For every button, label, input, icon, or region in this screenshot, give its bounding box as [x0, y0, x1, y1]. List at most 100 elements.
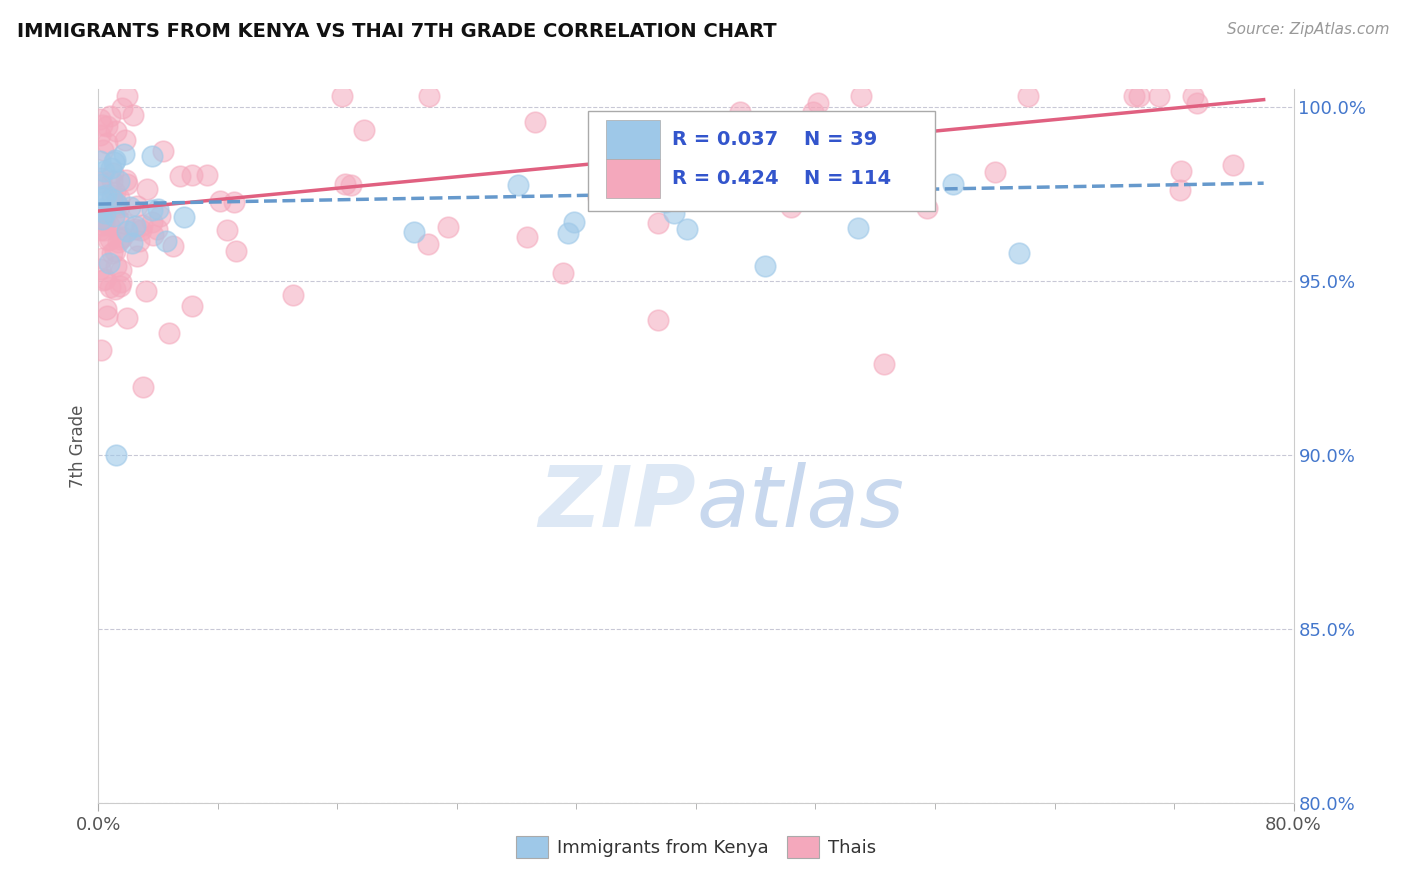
Point	[124, 219, 146, 233]
Point	[90, 170, 112, 185]
Point	[676, 221, 699, 235]
Point	[93, 163, 115, 178]
Point	[664, 206, 686, 220]
Point	[281, 287, 304, 301]
Point	[141, 148, 163, 162]
Point	[152, 144, 174, 158]
Point	[1170, 164, 1192, 178]
Point	[1185, 96, 1208, 111]
Point	[121, 235, 143, 250]
Point	[101, 245, 124, 260]
Point	[155, 234, 177, 248]
FancyBboxPatch shape	[606, 159, 661, 198]
Point	[516, 230, 538, 244]
Point	[122, 108, 145, 122]
Point	[103, 209, 125, 223]
Point	[136, 182, 159, 196]
Point	[90, 175, 112, 189]
Point	[856, 151, 879, 165]
Point	[416, 236, 439, 251]
Point	[103, 244, 125, 259]
Point	[807, 95, 830, 110]
Point	[754, 259, 776, 273]
Point	[141, 203, 163, 218]
Point	[107, 200, 129, 214]
Point	[101, 192, 124, 206]
Point	[330, 89, 353, 103]
Text: N = 39: N = 39	[804, 129, 877, 149]
Point	[1008, 246, 1031, 260]
Point	[162, 239, 184, 253]
Point	[89, 202, 111, 217]
Point	[108, 174, 131, 188]
Point	[89, 211, 111, 225]
Point	[142, 227, 165, 242]
Point	[104, 448, 127, 462]
Text: Source: ZipAtlas.com: Source: ZipAtlas.com	[1226, 22, 1389, 37]
Point	[728, 104, 751, 119]
Text: ZIP: ZIP	[538, 461, 696, 545]
Point	[96, 309, 118, 323]
Point	[132, 380, 155, 394]
Point	[131, 223, 153, 237]
Point	[94, 271, 117, 285]
Point	[100, 161, 122, 175]
Point	[524, 115, 547, 129]
Point	[157, 326, 180, 340]
Point	[104, 124, 127, 138]
Point	[1181, 89, 1204, 103]
Point	[436, 219, 458, 234]
Point	[94, 206, 117, 220]
Point	[942, 177, 965, 191]
Point	[89, 261, 111, 276]
Point	[353, 123, 375, 137]
Point	[98, 255, 121, 269]
Point	[125, 249, 148, 263]
Point	[842, 162, 865, 177]
Point	[418, 89, 440, 103]
Point	[111, 101, 134, 115]
Point	[115, 224, 138, 238]
Point	[180, 168, 202, 182]
Point	[108, 191, 131, 205]
Text: IMMIGRANTS FROM KENYA VS THAI 7TH GRADE CORRELATION CHART: IMMIGRANTS FROM KENYA VS THAI 7TH GRADE …	[17, 22, 776, 41]
Point	[89, 112, 111, 127]
Point	[551, 266, 574, 280]
Point	[654, 194, 676, 209]
Point	[107, 235, 129, 250]
Text: N = 114: N = 114	[804, 169, 890, 188]
Point	[91, 272, 114, 286]
Point	[801, 104, 824, 119]
Point	[778, 119, 800, 133]
Legend: Immigrants from Kenya, Thais: Immigrants from Kenya, Thais	[509, 829, 883, 865]
Point	[89, 209, 111, 223]
Point	[89, 190, 111, 204]
Point	[89, 128, 111, 142]
Point	[748, 189, 770, 203]
Point	[173, 211, 195, 225]
Point	[917, 201, 939, 215]
Point	[98, 218, 121, 232]
Point	[104, 186, 127, 200]
Point	[1128, 89, 1150, 103]
Point	[94, 188, 117, 202]
Text: atlas: atlas	[696, 461, 904, 545]
FancyBboxPatch shape	[606, 120, 661, 159]
Point	[93, 189, 115, 203]
Point	[402, 225, 425, 239]
Point	[89, 154, 111, 169]
Point	[148, 202, 170, 216]
Point	[96, 120, 118, 134]
Point	[1147, 89, 1170, 103]
Point	[115, 177, 138, 191]
Point	[98, 232, 121, 246]
Point	[100, 174, 122, 188]
Point	[96, 136, 118, 150]
Text: R = 0.037: R = 0.037	[672, 129, 778, 149]
Point	[135, 284, 157, 298]
Point	[851, 89, 873, 103]
Point	[110, 231, 132, 245]
Point	[89, 223, 111, 237]
Point	[872, 357, 894, 371]
Point	[208, 194, 231, 208]
